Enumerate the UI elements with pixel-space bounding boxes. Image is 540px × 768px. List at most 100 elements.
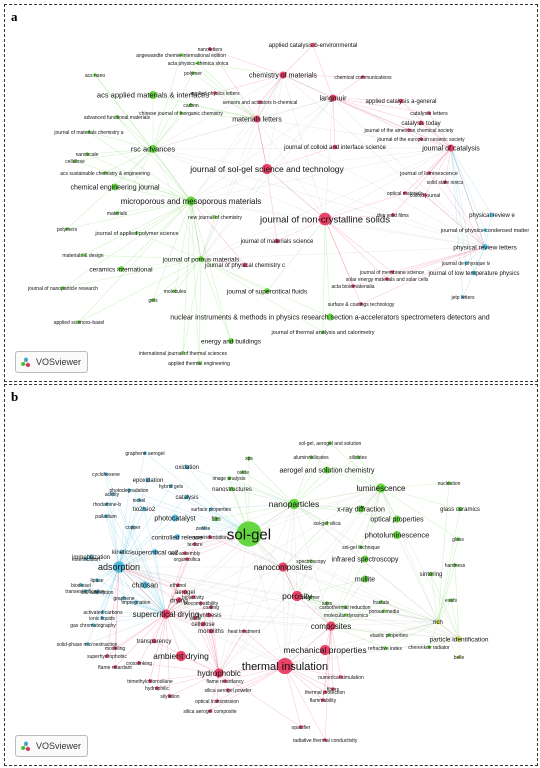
node-label[interactable]: sol-gel technique	[342, 545, 380, 551]
node-circle[interactable]	[276, 657, 294, 675]
node-label[interactable]: refractive index	[368, 646, 402, 652]
node-label[interactable]: trimethylchlorosilane	[127, 679, 173, 685]
node-circle[interactable]	[435, 619, 441, 625]
node-label[interactable]: angewandte chemie-international edition	[136, 53, 226, 59]
node-label[interactable]: materials	[107, 211, 128, 217]
node-label[interactable]: rich	[433, 620, 443, 626]
node-label[interactable]: solar energy materials and solar cells	[346, 277, 429, 283]
node-label[interactable]: aerogel and solution chemistry	[280, 468, 375, 475]
node-label[interactable]: cellulose	[65, 159, 85, 165]
node-label[interactable]: graphene	[113, 596, 134, 602]
node-circle[interactable]	[309, 559, 313, 563]
node-circle[interactable]	[95, 590, 99, 594]
node-circle[interactable]	[428, 571, 434, 577]
node-circle[interactable]	[208, 47, 212, 51]
node-label[interactable]: journal of the european ceramic society	[376, 137, 465, 143]
node-label[interactable]: supercritical drying	[133, 610, 200, 619]
node-label[interactable]: photocatalyst	[154, 516, 195, 523]
node-circle[interactable]	[93, 73, 97, 77]
node-label[interactable]: nanoparticles	[269, 499, 320, 509]
node-circle[interactable]	[393, 515, 401, 523]
node-circle[interactable]	[321, 330, 325, 334]
node-circle[interactable]	[489, 212, 495, 218]
node-label[interactable]: physical review e	[469, 213, 515, 219]
node-label[interactable]: journal of supercritical fluids	[226, 288, 308, 295]
node-circle[interactable]	[387, 633, 391, 637]
node-label[interactable]: applied sciences-basel	[54, 320, 105, 326]
node-label[interactable]: fractals	[373, 600, 390, 606]
node-label[interactable]: adsorption	[98, 562, 140, 572]
node-label[interactable]: surface & coatings technology	[328, 302, 395, 308]
node-circle[interactable]	[392, 530, 402, 540]
node-label[interactable]: thin solid films	[377, 213, 409, 219]
node-circle[interactable]	[328, 441, 332, 445]
node-circle[interactable]	[122, 596, 126, 600]
node-circle[interactable]	[148, 90, 158, 100]
node-label[interactable]: supercritical co2	[132, 549, 179, 556]
node-label[interactable]: rhodamine-b	[93, 502, 121, 508]
node-circle[interactable]	[176, 583, 180, 587]
node-label[interactable]: aluminosilicates	[293, 455, 329, 461]
node-circle[interactable]	[113, 561, 125, 573]
node-label[interactable]: acidity	[105, 492, 120, 498]
node-label[interactable]: chitosan	[132, 583, 158, 590]
node-circle[interactable]	[152, 549, 158, 555]
node-circle[interactable]	[77, 320, 81, 324]
node-circle[interactable]	[91, 623, 95, 627]
node-circle[interactable]	[325, 521, 329, 525]
node-circle[interactable]	[427, 171, 431, 175]
node-label[interactable]: copper	[125, 525, 141, 531]
node-label[interactable]: optical transmission	[195, 699, 239, 705]
node-circle[interactable]	[309, 595, 313, 599]
node-label[interactable]: impregnation	[122, 600, 151, 606]
node-circle[interactable]	[279, 71, 287, 79]
node-circle[interactable]	[201, 526, 205, 530]
node-circle[interactable]	[161, 609, 171, 619]
node-label[interactable]: heat treatment	[228, 629, 261, 635]
node-circle[interactable]	[319, 644, 331, 656]
node-label[interactable]: belle	[454, 655, 465, 661]
node-circle[interactable]	[351, 284, 355, 288]
node-label[interactable]: nanoscale	[76, 152, 99, 158]
node-label[interactable]: nanocomposites	[254, 563, 312, 572]
node-label[interactable]: film	[211, 517, 220, 523]
node-label[interactable]: solid state ionics	[427, 180, 464, 186]
node-circle[interactable]	[379, 600, 383, 604]
node-circle[interactable]	[127, 488, 131, 492]
node-label[interactable]: numerical simulation	[318, 675, 364, 681]
node-label[interactable]: acs applied materials & interfaces	[97, 91, 209, 100]
node-circle[interactable]	[193, 542, 197, 546]
node-label[interactable]: cellulose	[191, 622, 215, 628]
node-label[interactable]: chinese journal of inorganic chemistry	[139, 111, 223, 117]
node-label[interactable]: hydrophobic	[197, 669, 241, 678]
node-circle[interactable]	[447, 144, 455, 152]
node-circle[interactable]	[148, 144, 158, 154]
node-label[interactable]: thermal insulation	[242, 661, 328, 673]
node-label[interactable]: hydrophilic	[145, 686, 169, 692]
node-circle[interactable]	[326, 313, 334, 321]
node-label[interactable]: radiative thermal conductivity	[293, 738, 358, 744]
node-label[interactable]: drying	[170, 597, 188, 604]
node-circle[interactable]	[456, 537, 460, 541]
node-label[interactable]: zeolite	[196, 526, 211, 532]
node-label[interactable]: nickel	[133, 498, 146, 504]
node-label[interactable]: journal of non-crystalline solids	[259, 214, 390, 225]
node-label[interactable]: flame retardant	[98, 665, 132, 671]
node-circle[interactable]	[310, 42, 316, 48]
node-circle[interactable]	[278, 562, 288, 572]
node-circle[interactable]	[326, 621, 336, 631]
node-label[interactable]: silica aerogel powder	[205, 688, 252, 694]
node-circle[interactable]	[137, 498, 141, 502]
node-label[interactable]: applied catalysis b-environmental	[269, 43, 358, 49]
node-circle[interactable]	[179, 111, 183, 115]
node-label[interactable]: chemistry of materials	[249, 73, 318, 80]
node-circle[interactable]	[403, 191, 407, 195]
node-circle[interactable]	[208, 535, 212, 539]
node-circle[interactable]	[258, 100, 262, 104]
node-circle[interactable]	[447, 481, 451, 485]
node-label[interactable]: journal of physics-condensed matter	[440, 228, 530, 234]
node-label[interactable]: transparency	[137, 639, 172, 645]
node-label[interactable]: co2 adsorption	[81, 590, 114, 596]
node-circle[interactable]	[483, 228, 487, 232]
node-circle[interactable]	[186, 196, 196, 206]
